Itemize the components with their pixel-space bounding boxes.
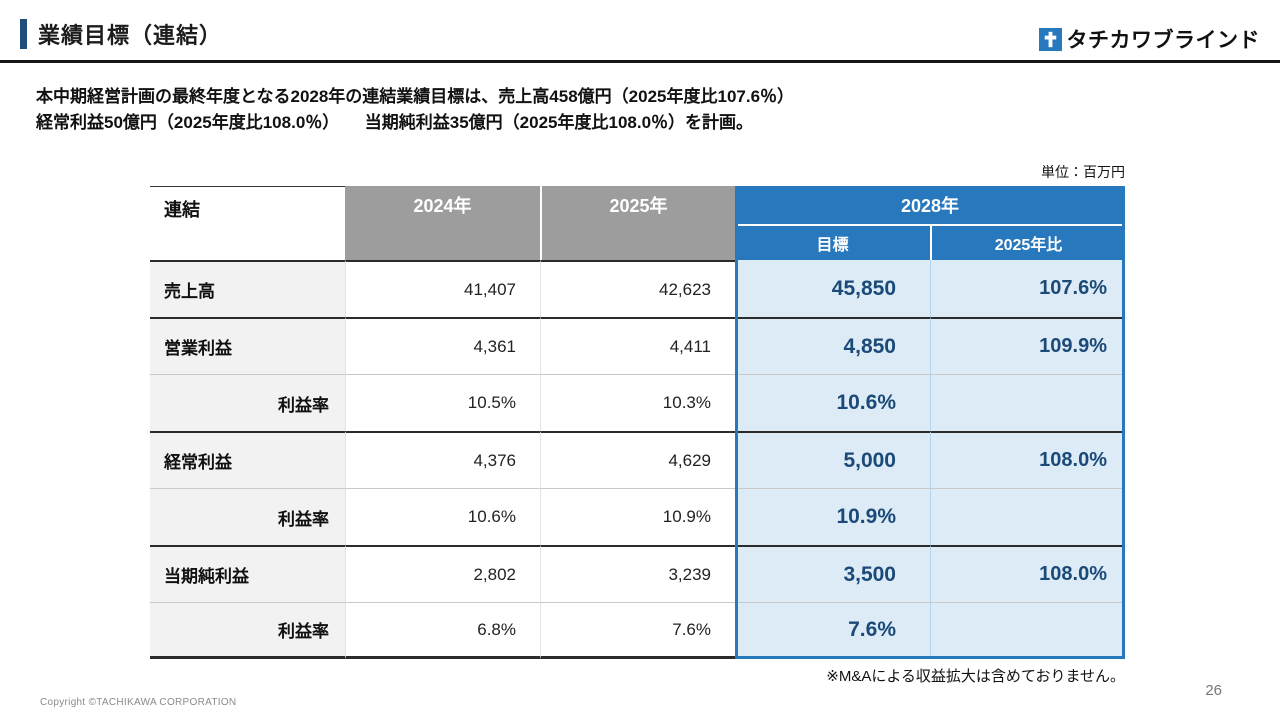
- value-target: 45,850: [735, 260, 930, 317]
- value-ratio: [930, 488, 1125, 545]
- value-2024: 2,802: [345, 545, 540, 602]
- lead-line-2: 経常利益50億円（2025年度比108.0％） 当期純利益35億円（2025年度…: [36, 112, 754, 132]
- results-table: 連結 2024年 2025年 2028年 目標 2025年比 売上高 41,40…: [150, 186, 1125, 659]
- value-ratio: [930, 374, 1125, 431]
- col-header-2028: 2028年: [735, 186, 1125, 224]
- value-2025: 10.3%: [540, 374, 735, 431]
- copyright: Copyright ©TACHIKAWA CORPORATION: [40, 697, 237, 708]
- row-label: 売上高: [150, 260, 345, 317]
- title-accent-bar: [20, 19, 27, 49]
- lead-line-1: 本中期経営計画の最終年度となる2028年の連結業績目標は、売上高458億円（20…: [36, 87, 795, 106]
- value-2024: 10.6%: [345, 488, 540, 545]
- col-subheader-target: 目標: [735, 224, 930, 260]
- value-ratio: 108.0%: [930, 545, 1125, 602]
- col-header-2025: 2025年: [540, 186, 735, 224]
- value-target: 4,850: [735, 317, 930, 374]
- company-logo: タチカワブラインド: [1038, 24, 1261, 54]
- value-2025: 4,629: [540, 431, 735, 488]
- unit-note: 単位：百万円: [1041, 164, 1125, 180]
- row-label: 営業利益: [150, 317, 345, 374]
- value-target: 10.6%: [735, 374, 930, 431]
- page-number: 26: [1205, 682, 1222, 699]
- col-header-2025-spacer: [540, 224, 735, 260]
- value-2025: 10.9%: [540, 488, 735, 545]
- value-target: 10.9%: [735, 488, 930, 545]
- row-label: 利益率: [150, 374, 345, 431]
- logo-text: タチカワブラインド: [1066, 29, 1260, 52]
- value-2024: 4,376: [345, 431, 540, 488]
- value-2025: 4,411: [540, 317, 735, 374]
- row-label: 当期純利益: [150, 545, 345, 602]
- lead-paragraph: 本中期経営計画の最終年度となる2028年の連結業績目標は、売上高458億円（20…: [36, 84, 794, 135]
- value-2025: 3,239: [540, 545, 735, 602]
- results-table-grid: 連結 2024年 2025年 2028年 目標 2025年比 売上高 41,40…: [150, 186, 1125, 659]
- value-target: 3,500: [735, 545, 930, 602]
- value-ratio: 107.6%: [930, 260, 1125, 317]
- value-2024: 4,361: [345, 317, 540, 374]
- footnote: ※M&Aによる収益拡大は含めておりません。: [826, 668, 1125, 685]
- value-2025: 7.6%: [540, 602, 735, 659]
- value-2024: 41,407: [345, 260, 540, 317]
- logo-icon: [1038, 27, 1062, 51]
- value-2024: 10.5%: [345, 374, 540, 431]
- value-ratio: 109.9%: [930, 317, 1125, 374]
- value-ratio: [930, 602, 1125, 659]
- table-corner-label: 連結: [150, 186, 345, 260]
- col-header-2024: 2024年: [345, 186, 540, 224]
- value-2024: 6.8%: [345, 602, 540, 659]
- value-2025: 42,623: [540, 260, 735, 317]
- col-header-2024-spacer: [345, 224, 540, 260]
- page-title: 業績目標（連結）: [38, 23, 223, 48]
- header-divider: [0, 60, 1280, 63]
- row-label: 経常利益: [150, 431, 345, 488]
- value-ratio: 108.0%: [930, 431, 1125, 488]
- row-label: 利益率: [150, 602, 345, 659]
- value-target: 5,000: [735, 431, 930, 488]
- value-target: 7.6%: [735, 602, 930, 659]
- col-subheader-ratio: 2025年比: [930, 224, 1125, 260]
- slide-header: 業績目標（連結）: [20, 18, 222, 50]
- row-label: 利益率: [150, 488, 345, 545]
